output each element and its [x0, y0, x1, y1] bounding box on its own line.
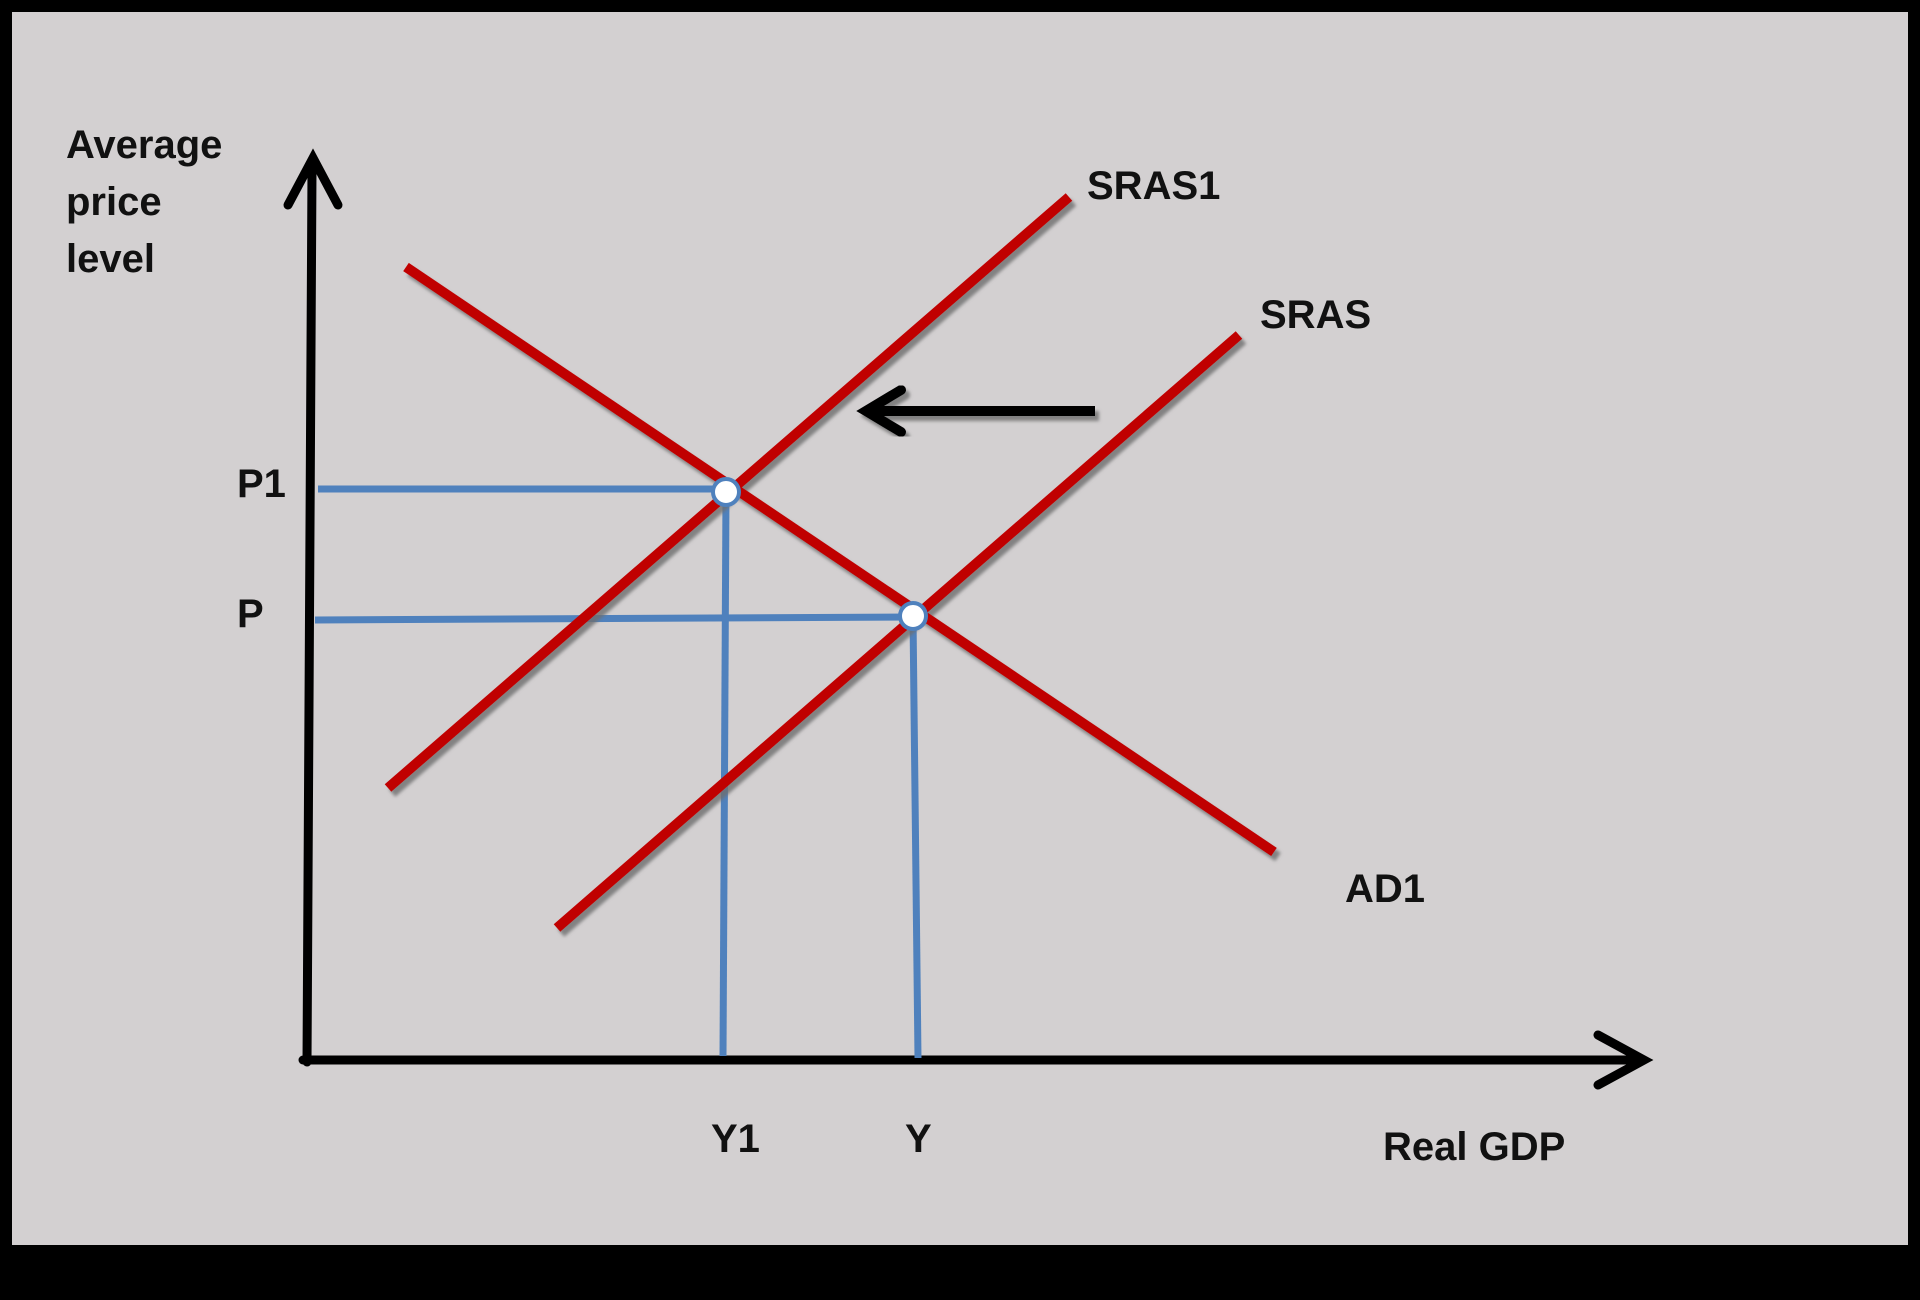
leftward-shift-arrow — [856, 385, 1095, 437]
ad1-label: AD1 — [1345, 867, 1425, 911]
y-axis-label-line-3: level — [66, 237, 155, 281]
initial-equilibrium-point — [898, 601, 928, 631]
ad1-curve — [403, 262, 1277, 857]
p-guide-line — [314, 613, 913, 624]
x-axis-arrowhead — [1593, 1030, 1654, 1090]
sras1-label: SRAS1 — [1087, 164, 1220, 208]
new-equilibrium-point — [711, 477, 741, 507]
diagram-background — [12, 12, 1908, 1245]
output-label-y1: Y1 — [711, 1117, 760, 1161]
price-label-p1: P1 — [237, 462, 286, 506]
sras-label: SRAS — [1260, 293, 1371, 337]
y-guide-line — [909, 616, 922, 1059]
y-axis-arrowhead — [283, 148, 343, 210]
y-axis-label: Average price level — [66, 123, 234, 281]
shift-arrow-head — [856, 385, 906, 437]
y-axis-line — [302, 165, 317, 1067]
y1-guide-line — [719, 491, 730, 1057]
y-axis-label-line-2: price — [66, 180, 162, 224]
price-label-p: P — [237, 592, 264, 636]
x-axis-label: Real GDP — [1383, 1125, 1565, 1169]
axes — [283, 148, 1654, 1090]
guide-lines — [314, 485, 922, 1059]
output-label-y: Y — [905, 1117, 932, 1161]
y-axis-label-line-1: Average — [66, 123, 222, 167]
sras-curve — [553, 331, 1243, 932]
